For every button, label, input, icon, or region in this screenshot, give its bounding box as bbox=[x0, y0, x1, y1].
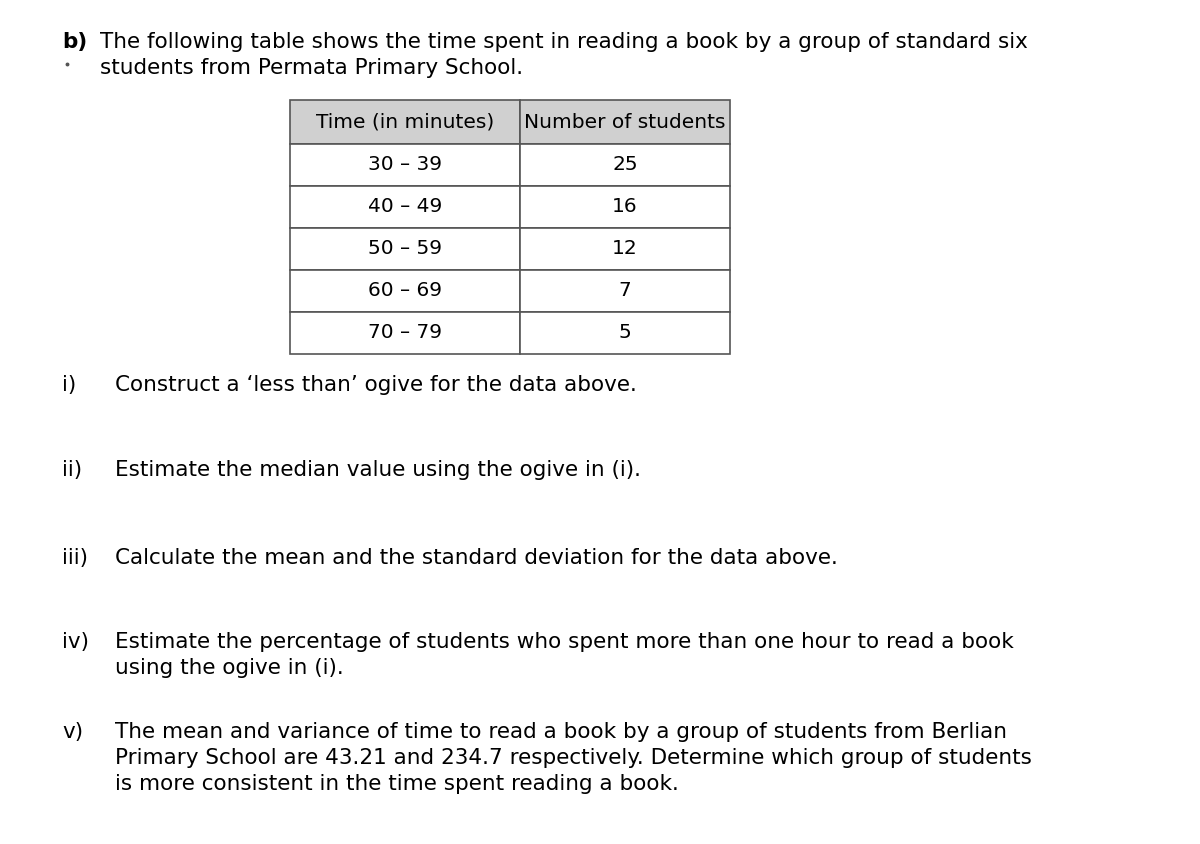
Text: i): i) bbox=[62, 375, 77, 395]
Text: using the ogive in (i).: using the ogive in (i). bbox=[115, 658, 343, 678]
Text: 7: 7 bbox=[619, 282, 631, 300]
Text: v): v) bbox=[62, 722, 83, 742]
Bar bbox=[290, 186, 520, 228]
Text: Time (in minutes): Time (in minutes) bbox=[316, 112, 494, 132]
Bar bbox=[290, 312, 520, 354]
Bar bbox=[520, 100, 730, 144]
Bar bbox=[290, 270, 520, 312]
Text: The following table shows the time spent in reading a book by a group of standar: The following table shows the time spent… bbox=[100, 32, 1028, 52]
Text: 30 – 39: 30 – 39 bbox=[368, 155, 442, 175]
Bar bbox=[520, 312, 730, 354]
Text: The mean and variance of time to read a book by a group of students from Berlian: The mean and variance of time to read a … bbox=[115, 722, 1007, 742]
Text: Estimate the median value using the ogive in (i).: Estimate the median value using the ogiv… bbox=[115, 460, 641, 480]
Text: 40 – 49: 40 – 49 bbox=[368, 197, 442, 217]
Bar bbox=[520, 144, 730, 186]
Bar bbox=[520, 270, 730, 312]
Text: iv): iv) bbox=[62, 632, 89, 652]
Text: 50 – 59: 50 – 59 bbox=[368, 240, 442, 258]
Text: b): b) bbox=[62, 32, 88, 52]
Text: 5: 5 bbox=[619, 323, 631, 343]
Text: iii): iii) bbox=[62, 548, 88, 568]
Text: Primary School are 43.21 and 234.7 respectively. Determine which group of studen: Primary School are 43.21 and 234.7 respe… bbox=[115, 748, 1032, 768]
Text: is more consistent in the time spent reading a book.: is more consistent in the time spent rea… bbox=[115, 774, 679, 794]
Text: students from Permata Primary School.: students from Permata Primary School. bbox=[100, 58, 523, 78]
Bar bbox=[290, 144, 520, 186]
Bar bbox=[290, 228, 520, 270]
Bar bbox=[520, 228, 730, 270]
Text: Calculate the mean and the standard deviation for the data above.: Calculate the mean and the standard devi… bbox=[115, 548, 838, 568]
Bar bbox=[520, 186, 730, 228]
Text: 12: 12 bbox=[612, 240, 638, 258]
Text: Estimate the percentage of students who spent more than one hour to read a book: Estimate the percentage of students who … bbox=[115, 632, 1014, 652]
Bar bbox=[290, 100, 520, 144]
Text: Number of students: Number of students bbox=[524, 112, 726, 132]
Text: 25: 25 bbox=[612, 155, 638, 175]
Text: ii): ii) bbox=[62, 460, 82, 480]
Text: 70 – 79: 70 – 79 bbox=[368, 323, 442, 343]
Text: 60 – 69: 60 – 69 bbox=[368, 282, 442, 300]
Text: Construct a ‘less than’ ogive for the data above.: Construct a ‘less than’ ogive for the da… bbox=[115, 375, 637, 395]
Text: 16: 16 bbox=[612, 197, 638, 217]
